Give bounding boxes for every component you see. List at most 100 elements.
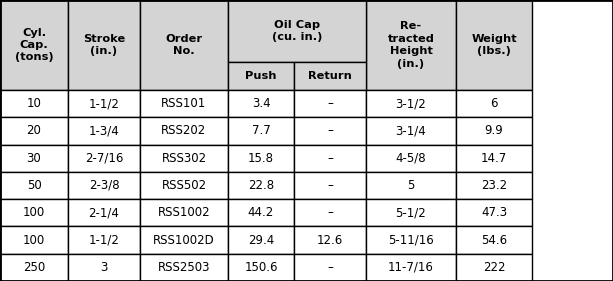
Bar <box>228 62 294 90</box>
Bar <box>0 90 68 117</box>
Text: –: – <box>327 261 333 274</box>
Text: 1-1/2: 1-1/2 <box>88 97 120 110</box>
Text: 150.6: 150.6 <box>244 261 278 274</box>
Text: Stroke
(in.): Stroke (in.) <box>83 34 125 56</box>
Bar <box>0 226 68 254</box>
Text: 2-7/16: 2-7/16 <box>85 152 123 165</box>
Text: 3.4: 3.4 <box>252 97 270 110</box>
Text: 10: 10 <box>26 97 42 110</box>
Bar <box>228 144 294 172</box>
Bar <box>456 0 532 90</box>
Bar <box>68 226 140 254</box>
Bar <box>294 199 366 226</box>
Text: Cyl.
Cap.
(tons): Cyl. Cap. (tons) <box>15 28 53 62</box>
Text: Push: Push <box>245 71 276 81</box>
Text: 2-1/4: 2-1/4 <box>88 206 120 219</box>
Bar <box>228 90 294 117</box>
Text: –: – <box>327 206 333 219</box>
Bar <box>366 226 456 254</box>
Bar <box>140 226 228 254</box>
Bar <box>366 199 456 226</box>
Text: –: – <box>327 179 333 192</box>
Text: 47.3: 47.3 <box>481 206 507 219</box>
Text: –: – <box>327 152 333 165</box>
Text: 44.2: 44.2 <box>248 206 274 219</box>
Text: 222: 222 <box>483 261 505 274</box>
Text: 29.4: 29.4 <box>248 234 274 246</box>
Bar <box>140 199 228 226</box>
Bar <box>294 90 366 117</box>
Bar <box>140 117 228 144</box>
Text: 1-3/4: 1-3/4 <box>89 124 120 137</box>
Text: RSS1002D: RSS1002D <box>153 234 215 246</box>
Bar <box>456 144 532 172</box>
Bar <box>294 172 366 199</box>
Text: 20: 20 <box>26 124 42 137</box>
Bar <box>0 199 68 226</box>
Bar <box>228 172 294 199</box>
Text: RSS101: RSS101 <box>161 97 207 110</box>
Text: 5-1/2: 5-1/2 <box>395 206 427 219</box>
Bar <box>294 226 366 254</box>
Bar <box>68 199 140 226</box>
Bar <box>0 254 68 281</box>
Bar <box>456 117 532 144</box>
Text: Order
No.: Order No. <box>166 34 202 56</box>
Bar <box>456 172 532 199</box>
Bar <box>228 117 294 144</box>
Text: 9.9: 9.9 <box>485 124 503 137</box>
Bar <box>140 254 228 281</box>
Bar <box>140 0 228 90</box>
Bar <box>68 117 140 144</box>
Bar <box>0 144 68 172</box>
Text: 15.8: 15.8 <box>248 152 274 165</box>
Text: 4-5/8: 4-5/8 <box>395 152 426 165</box>
Bar <box>366 0 456 90</box>
Bar <box>456 226 532 254</box>
Text: 50: 50 <box>26 179 41 192</box>
Bar <box>456 254 532 281</box>
Bar <box>0 117 68 144</box>
Text: 23.2: 23.2 <box>481 179 507 192</box>
Text: 100: 100 <box>23 206 45 219</box>
Bar <box>294 144 366 172</box>
Text: –: – <box>327 97 333 110</box>
Bar <box>68 90 140 117</box>
Text: RSS2503: RSS2503 <box>158 261 210 274</box>
Bar <box>366 254 456 281</box>
Text: Weight
(lbs.): Weight (lbs.) <box>471 34 517 56</box>
Bar <box>294 117 366 144</box>
Text: 3-1/2: 3-1/2 <box>395 97 427 110</box>
Text: 14.7: 14.7 <box>481 152 507 165</box>
Text: 30: 30 <box>26 152 41 165</box>
Bar <box>366 144 456 172</box>
Text: 3-1/4: 3-1/4 <box>395 124 427 137</box>
Bar <box>140 144 228 172</box>
Text: Re-
tracted
Height
(in.): Re- tracted Height (in.) <box>387 21 435 69</box>
Text: RSS1002: RSS1002 <box>158 206 210 219</box>
Bar <box>228 0 366 62</box>
Text: 11-7/16: 11-7/16 <box>388 261 434 274</box>
Bar <box>456 90 532 117</box>
Text: 54.6: 54.6 <box>481 234 507 246</box>
Text: RSS202: RSS202 <box>161 124 207 137</box>
Text: 3: 3 <box>101 261 108 274</box>
Bar <box>68 144 140 172</box>
Text: 1-1/2: 1-1/2 <box>88 234 120 246</box>
Text: 12.6: 12.6 <box>317 234 343 246</box>
Text: 5-11/16: 5-11/16 <box>388 234 434 246</box>
Bar <box>366 172 456 199</box>
Bar <box>294 254 366 281</box>
Text: RSS302: RSS302 <box>161 152 207 165</box>
Text: 250: 250 <box>23 261 45 274</box>
Bar <box>140 90 228 117</box>
Bar <box>140 172 228 199</box>
Bar <box>228 226 294 254</box>
Text: 7.7: 7.7 <box>251 124 270 137</box>
Bar <box>366 117 456 144</box>
Bar <box>228 199 294 226</box>
Text: 5: 5 <box>407 179 414 192</box>
Text: 6: 6 <box>490 97 498 110</box>
Bar <box>294 62 366 90</box>
Text: Return: Return <box>308 71 352 81</box>
